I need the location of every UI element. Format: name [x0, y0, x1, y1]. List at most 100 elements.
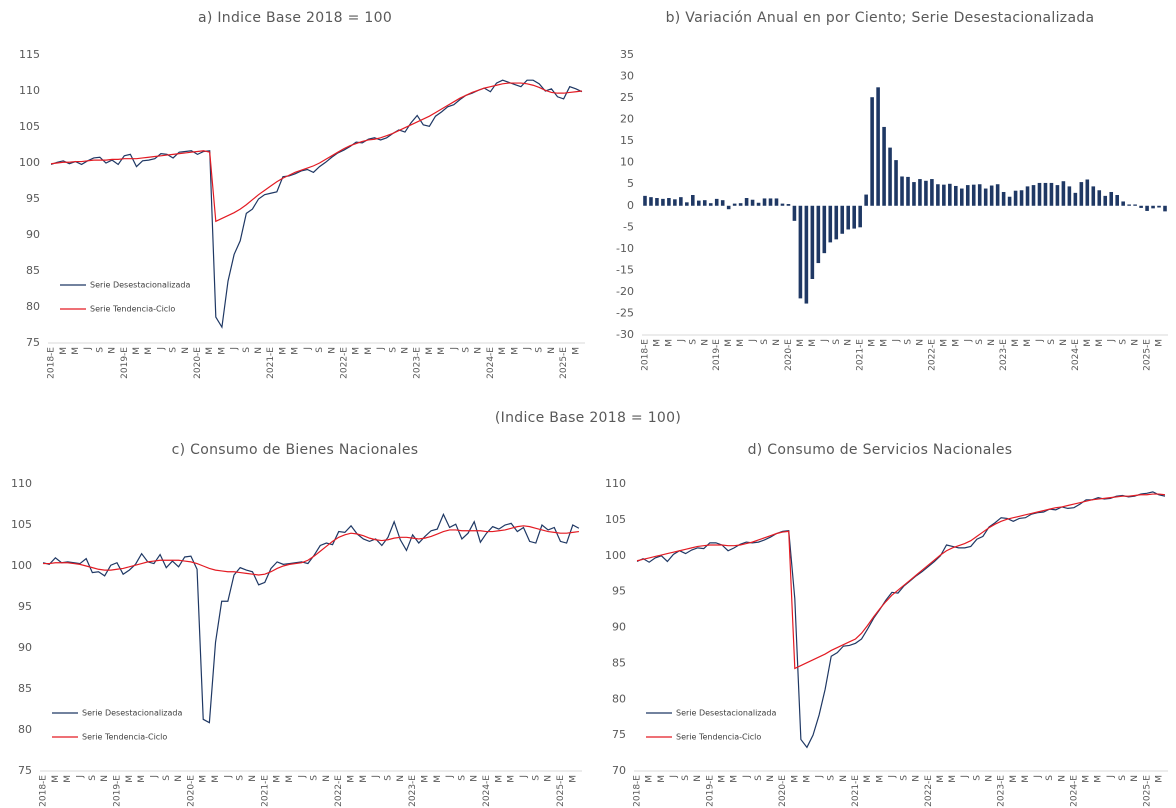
x-tick-label: 2025-E	[556, 775, 566, 807]
x-tick-label: 2020-E	[784, 339, 794, 371]
x-tick-label: S	[310, 775, 320, 781]
y-tick-label: 80	[18, 723, 32, 736]
bar	[995, 184, 1000, 206]
x-tick-label: S	[236, 775, 246, 781]
bar	[691, 195, 695, 206]
x-tick-label: M	[730, 775, 740, 783]
line-series	[50, 82, 583, 223]
x-tick-label: N	[772, 339, 782, 346]
y-tick-label: 10	[620, 156, 634, 169]
bar	[840, 205, 845, 234]
x-tick-label: S	[95, 347, 105, 353]
bar	[726, 205, 731, 210]
bar	[655, 198, 659, 206]
x-tick-label: 2021-E	[856, 339, 866, 371]
x-tick-label: M	[657, 775, 667, 783]
bar	[1151, 205, 1155, 209]
x-tick-label: N	[322, 775, 332, 782]
x-tick-label: J	[748, 339, 758, 343]
y-tick-label: 95	[26, 192, 40, 205]
x-tick-label: M	[951, 339, 961, 347]
bar	[936, 184, 940, 206]
x-tick-label: N	[1131, 339, 1141, 346]
bar	[894, 160, 898, 206]
x-tick-label: M	[790, 775, 800, 783]
bar	[643, 195, 647, 206]
x-tick-label: M	[936, 775, 946, 783]
x-tick-label: M	[352, 347, 362, 355]
x-tick-label: M	[1082, 775, 1092, 783]
x-tick-label: 2024-E	[482, 775, 492, 807]
bar	[834, 205, 839, 240]
x-tick-label: J	[815, 775, 825, 779]
y-tick-label: 35	[620, 48, 634, 61]
x-tick-label: 2021-E	[266, 347, 276, 379]
x-tick-label: M	[217, 347, 227, 355]
x-tick-label: 2019-E	[705, 775, 715, 807]
x-tick-label: S	[383, 775, 393, 781]
x-tick-label: M	[291, 347, 301, 355]
x-tick-label: J	[1106, 775, 1116, 779]
line-series	[636, 493, 1166, 670]
bar	[1157, 205, 1161, 208]
x-tick-label: 2018-E	[39, 775, 49, 807]
bar	[649, 197, 653, 206]
x-tick-label: S	[162, 775, 172, 781]
bar	[1163, 205, 1167, 212]
bar	[1103, 195, 1108, 206]
x-tick-label: M	[199, 775, 209, 783]
y-tick-label: -10	[616, 242, 634, 255]
x-tick-label: M	[278, 347, 288, 355]
bar	[667, 198, 671, 206]
y-tick-label: 105	[605, 513, 626, 526]
x-tick-label: 2022-E	[334, 775, 344, 807]
x-tick-label: 2020-E	[778, 775, 788, 807]
x-tick-label: N	[693, 775, 703, 782]
x-tick-label: M	[1011, 339, 1021, 347]
legend-label: Serie Tendencia-Ciclo	[82, 733, 167, 742]
x-tick-label: 2018-E	[633, 775, 643, 807]
x-tick-label: M	[1154, 775, 1164, 783]
y-tick-label: 75	[18, 764, 32, 777]
x-tick-label: N	[915, 339, 925, 346]
bar	[1079, 182, 1084, 206]
bar	[1025, 186, 1030, 206]
x-tick-label: M	[425, 347, 435, 355]
x-tick-label: M	[802, 775, 812, 783]
x-tick-label: M	[948, 775, 958, 783]
x-tick-label: 2024-E	[1069, 775, 1079, 807]
x-tick-label: M	[211, 775, 221, 783]
x-tick-label: S	[972, 775, 982, 781]
x-tick-label: J	[676, 339, 686, 343]
x-tick-label: M	[507, 775, 517, 783]
x-tick-label: M	[1021, 775, 1031, 783]
bar	[696, 200, 701, 206]
chart-title: a) Indice Base 2018 = 100	[198, 10, 392, 26]
x-tick-label: M	[205, 347, 215, 355]
x-tick-label: 2021-E	[260, 775, 270, 807]
y-tick-label: 80	[612, 692, 626, 705]
bar	[1043, 182, 1048, 206]
bar	[1013, 190, 1018, 206]
x-tick-label: N	[984, 775, 994, 782]
bar	[1145, 205, 1149, 211]
x-tick-label: S	[1045, 775, 1055, 781]
x-tick-label: 2025-E	[559, 347, 569, 379]
legend-label: Serie Tendencia-Ciclo	[676, 733, 761, 742]
bar	[983, 188, 988, 206]
bar	[924, 180, 928, 206]
x-tick-label: J	[376, 347, 386, 351]
bar	[798, 205, 803, 299]
x-tick-label: S	[388, 347, 398, 353]
x-tick-label: S	[242, 347, 252, 353]
x-tick-label: M	[875, 775, 885, 783]
x-tick-label: J	[960, 775, 970, 779]
x-tick-label: S	[900, 775, 910, 781]
x-tick-label: M	[347, 775, 357, 783]
x-tick-label: N	[248, 775, 258, 782]
bar	[942, 184, 946, 206]
y-tick-label: 30	[620, 70, 634, 83]
bar	[762, 198, 767, 206]
x-tick-label: 2018-E	[640, 339, 650, 371]
x-tick-label: N	[1059, 339, 1069, 346]
